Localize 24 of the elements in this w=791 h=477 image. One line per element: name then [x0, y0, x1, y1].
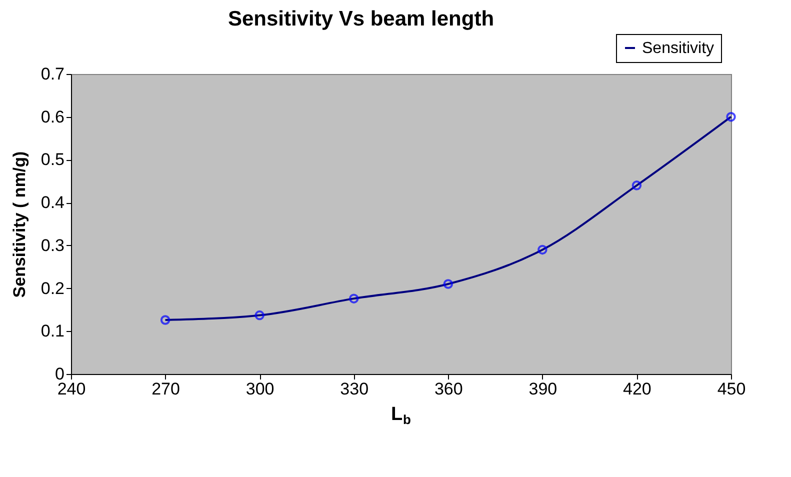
point [538, 244, 548, 255]
point [632, 180, 642, 190]
point [160, 315, 170, 325]
point [254, 310, 264, 320]
y-tick-label: 0.2 [40, 278, 64, 298]
x-tick-label: 330 [340, 380, 369, 398]
y-tick-label: 0.1 [40, 322, 64, 341]
legend-label: Sensitivity [642, 40, 714, 57]
point [443, 279, 454, 289]
chart-title: Sensitivity Vs beam length [228, 8, 494, 30]
y-tick-label: 0.3 [40, 236, 64, 255]
x-tick-label: 360 [434, 380, 463, 398]
y-tick-label: 0.7 [40, 64, 64, 84]
point [348, 294, 359, 304]
x-tick-label: 420 [623, 380, 652, 398]
x-tick-label: 300 [246, 380, 274, 398]
x-tick-label: 390 [528, 380, 558, 398]
y-tick-label: 0.6 [40, 107, 64, 126]
point [726, 112, 736, 122]
x-tick-label: 450 [717, 380, 746, 398]
y-tick-label: 0.4 [40, 193, 64, 212]
y-tick-label: 0.5 [40, 150, 64, 170]
y-axis-title: Sensitivity ( nm/g) [10, 151, 29, 298]
x-tick-label: 270 [152, 380, 180, 398]
